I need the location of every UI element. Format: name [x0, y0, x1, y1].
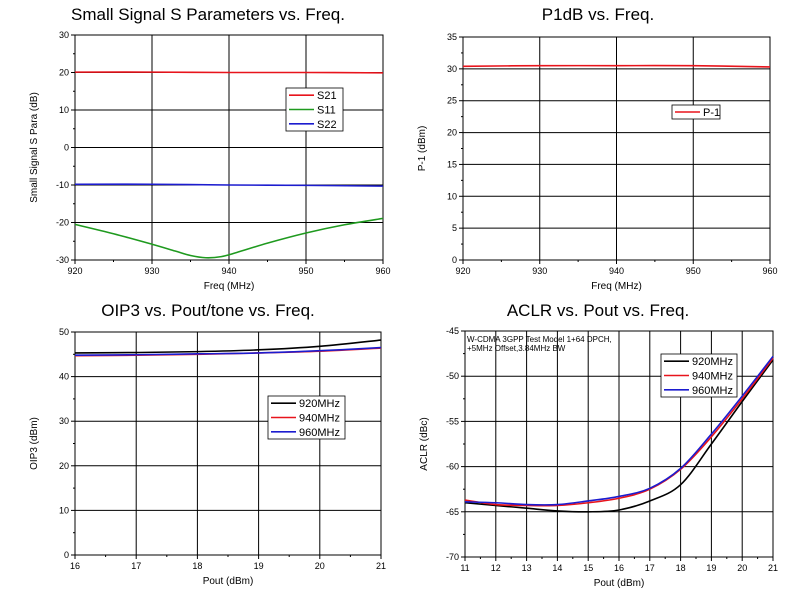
legend-label: 940MHz — [299, 413, 340, 425]
y-tick-label: -70 — [446, 552, 459, 562]
x-tick-label: 960 — [762, 266, 777, 276]
x-tick-label: 14 — [552, 563, 562, 573]
series-line-920mhz — [74, 339, 382, 354]
series-line-s11 — [74, 217, 384, 259]
legend-label: P-1 — [703, 107, 720, 119]
y-axis-label: Small Signal S Para (dB) — [29, 92, 40, 203]
x-tick-label: 930 — [144, 266, 159, 276]
x-tick-label: 920 — [455, 266, 470, 276]
x-tick-label: 15 — [583, 563, 593, 573]
x-tick-label: 12 — [491, 563, 501, 573]
y-tick-label: 0 — [452, 255, 457, 265]
legend: 920MHz 940MHz 960MHz — [660, 353, 738, 398]
x-axis-label: Pout (dBm) — [594, 578, 645, 589]
x-tick-label: 21 — [768, 563, 778, 573]
series-line-920mhz — [464, 359, 774, 513]
y-axis-label: OIP3 (dBm) — [29, 417, 40, 470]
x-tick-label: 930 — [532, 266, 547, 276]
series-line-s22 — [74, 183, 384, 187]
chart-title: ACLR vs. Pout vs. Freq. — [507, 301, 689, 320]
chart-panel-1: Small Signal S Parameters vs. Freq. 920 93… — [29, 5, 391, 292]
y-tick-label: 20 — [447, 128, 457, 138]
x-tick-label: 17 — [131, 561, 141, 571]
legend-label: 920MHz — [299, 398, 340, 410]
y-tick-label: -30 — [56, 255, 69, 265]
legend: S21 S11 S22 — [285, 87, 344, 132]
y-tick-label: 50 — [59, 327, 69, 337]
y-tick-label: 40 — [59, 372, 69, 382]
series-line-s21 — [74, 71, 384, 74]
chart-title: Small Signal S Parameters vs. Freq. — [71, 5, 345, 24]
y-tick-label: 15 — [447, 159, 457, 169]
y-tick-label: 20 — [59, 461, 69, 471]
y-tick-label: 5 — [452, 223, 457, 233]
x-tick-label: 19 — [254, 561, 264, 571]
x-tick-label: 16 — [614, 563, 624, 573]
legend-label: S22 — [317, 119, 337, 131]
x-tick-label: 17 — [645, 563, 655, 573]
x-tick-label: 16 — [70, 561, 80, 571]
chart-panel-2: P1dB vs. Freq. 920 930 940 950 960 0 5 10 15 20 25 3… — [417, 5, 778, 292]
chart-panel-3: OIP3 vs. Pout/tone vs. Freq. 16 17 18 19 20 21… — [29, 301, 386, 587]
y-tick-label: 10 — [59, 105, 69, 115]
annotation-text: +5MHz Offset,3.84MHz BW — [467, 344, 566, 353]
x-tick-label: 940 — [609, 266, 624, 276]
y-tick-label: -60 — [446, 462, 459, 472]
legend-label: S11 — [317, 105, 336, 117]
y-tick-label: -10 — [56, 180, 69, 190]
x-tick-label: 21 — [376, 561, 386, 571]
x-tick-label: 13 — [522, 563, 532, 573]
x-tick-label: 20 — [737, 563, 747, 573]
y-axis-label: ACLR (dBc) — [419, 417, 430, 470]
x-axis-label: Pout (dBm) — [203, 576, 254, 587]
x-tick-label: 18 — [676, 563, 686, 573]
y-tick-label: -55 — [446, 416, 459, 426]
y-tick-label: -65 — [446, 507, 459, 517]
series-line-960mhz — [74, 346, 382, 356]
y-tick-label: 0 — [64, 143, 69, 153]
legend-label: 960MHz — [299, 427, 340, 439]
series-line-940mhz — [464, 357, 774, 507]
y-tick-label: -45 — [446, 326, 459, 336]
annotation-text: W-CDMA 3GPP Test Model 1+64 DPCH, — [467, 335, 612, 344]
series-line-960mhz — [464, 355, 774, 506]
plot-frame — [74, 331, 382, 556]
x-tick-label: 920 — [67, 266, 82, 276]
x-axis-label: Freq (MHz) — [204, 281, 255, 292]
x-tick-label: 18 — [192, 561, 202, 571]
x-tick-label: 950 — [686, 266, 701, 276]
y-tick-label: 30 — [59, 416, 69, 426]
y-tick-label: 30 — [447, 64, 457, 74]
y-tick-label: 10 — [59, 505, 69, 515]
series-line-p-1 — [462, 64, 771, 68]
x-tick-label: 19 — [706, 563, 716, 573]
y-tick-label: -50 — [446, 371, 459, 381]
y-axis-label: P-1 (dBm) — [417, 126, 428, 172]
x-tick-label: 940 — [221, 266, 236, 276]
legend-label: S21 — [317, 90, 337, 102]
chart-title: P1dB vs. Freq. — [542, 5, 654, 24]
legend-label: 940MHz — [692, 371, 733, 383]
x-axis-label: Freq (MHz) — [591, 281, 642, 292]
chart-panel-4: ACLR vs. Pout vs. Freq. 11 12 13 14 15 16 17 18 1… — [419, 301, 778, 589]
legend: 920MHz 940MHz 960MHz — [267, 395, 346, 440]
y-tick-label: 10 — [447, 191, 457, 201]
y-tick-label: 20 — [59, 68, 69, 78]
legend: P-1 — [671, 104, 721, 120]
x-tick-label: 960 — [375, 266, 390, 276]
y-tick-label: 30 — [59, 30, 69, 40]
y-tick-label: -20 — [56, 218, 69, 228]
x-tick-label: 950 — [298, 266, 313, 276]
x-tick-label: 20 — [315, 561, 325, 571]
x-tick-label: 11 — [460, 563, 469, 573]
y-tick-label: 0 — [64, 550, 69, 560]
legend-label: 920MHz — [692, 356, 733, 368]
legend-label: 960MHz — [692, 385, 733, 397]
y-tick-label: 25 — [447, 96, 457, 106]
chart-title: OIP3 vs. Pout/tone vs. Freq. — [101, 301, 315, 320]
y-tick-label: 35 — [447, 32, 457, 42]
